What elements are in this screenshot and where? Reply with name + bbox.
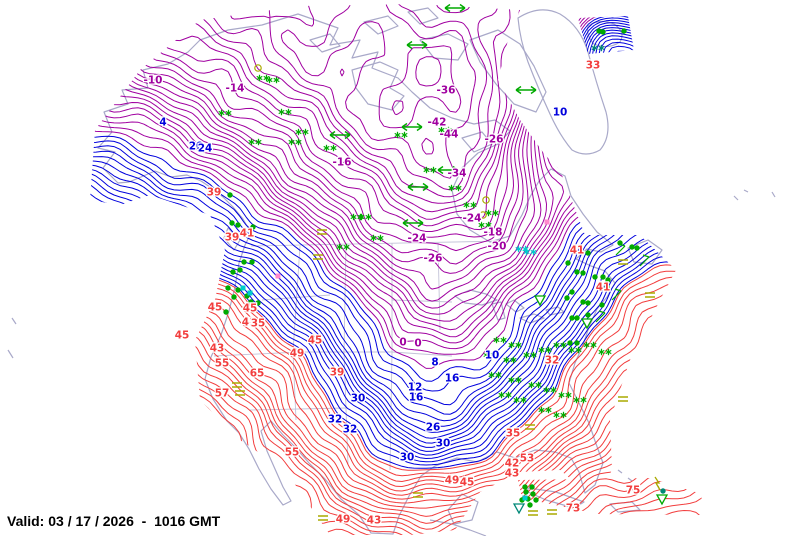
svg-text:-26: -26 [424,253,443,265]
svg-text:41: 41 [570,245,585,257]
svg-text:73: 73 [566,503,581,515]
svg-text:10: 10 [485,350,500,362]
svg-text:75: 75 [626,485,641,497]
svg-text:39: 39 [225,232,240,244]
svg-text:45: 45 [243,303,258,315]
svg-text:32: 32 [545,355,560,367]
svg-text:-24: -24 [408,233,427,245]
svg-text:33: 33 [586,60,601,72]
svg-text:8: 8 [431,357,438,369]
svg-text:57: 57 [215,388,230,400]
svg-text:-24: -24 [463,213,482,225]
svg-text:-42: -42 [428,117,447,129]
svg-text:45: 45 [308,335,323,347]
svg-text:24: 24 [198,143,213,155]
svg-text:30: 30 [400,452,415,464]
svg-text:49: 49 [445,475,460,487]
svg-text:26: 26 [426,422,441,434]
svg-text:45: 45 [208,302,223,314]
svg-text:-34: -34 [448,168,467,180]
svg-text:0: 0 [399,337,406,349]
svg-text:53: 53 [520,453,535,465]
svg-text:43: 43 [367,515,382,527]
map-footer: Valid: 03 / 17 / 2026 - 1016 GMT TEMPERA… [7,478,317,536]
svg-text:-26: -26 [485,134,504,146]
valid-datetime: Valid: 03 / 17 / 2026 - 1016 GMT [7,513,221,529]
svg-text:41: 41 [596,282,611,294]
svg-text:-10: -10 [144,75,163,87]
svg-text:43: 43 [210,343,225,355]
svg-text:55: 55 [215,358,230,370]
svg-text:4: 4 [159,117,166,129]
svg-text:30: 30 [436,438,451,450]
svg-text:-20: -20 [488,241,507,253]
svg-text:35: 35 [506,428,521,440]
svg-text:-18: -18 [484,227,503,239]
svg-text:43: 43 [505,468,520,480]
svg-text:39: 39 [207,187,222,199]
svg-text:39: 39 [330,367,345,379]
svg-text:-14: -14 [226,83,245,95]
svg-text:32: 32 [343,424,358,436]
svg-text:16: 16 [445,373,460,385]
svg-text:41: 41 [240,228,255,240]
svg-text:65: 65 [250,368,265,380]
svg-text:49: 49 [290,348,305,360]
svg-text:12: 12 [408,382,423,394]
svg-text:49: 49 [336,514,351,526]
svg-text:20: 20 [189,141,204,153]
svg-text:10: 10 [553,107,568,119]
svg-text:-36: -36 [437,85,456,97]
svg-text:0: 0 [414,338,421,350]
svg-text:41: 41 [242,317,257,329]
svg-text:35: 35 [251,318,266,330]
svg-text:42: 42 [505,458,520,470]
svg-text:45: 45 [175,330,190,342]
svg-text:-44: -44 [440,129,459,141]
svg-text:16: 16 [409,392,424,404]
svg-text:55: 55 [285,447,300,459]
svg-text:45: 45 [460,477,475,489]
svg-text:30: 30 [351,393,366,405]
svg-text:32: 32 [328,414,343,426]
svg-text:-16: -16 [333,157,352,169]
